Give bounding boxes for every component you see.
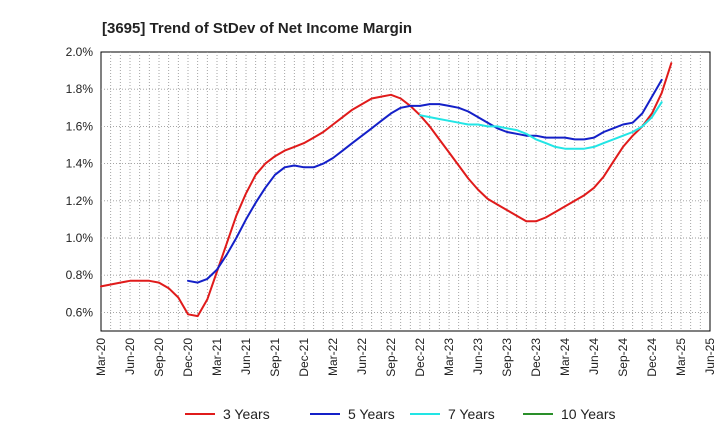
plot-area (100, 51, 711, 332)
series-line-5-years (187, 78, 663, 284)
x-tick-label: Jun-25 (703, 338, 717, 375)
x-tick-label: Dec-23 (529, 338, 543, 377)
x-tick-label: Mar-24 (558, 338, 572, 376)
legend-label: 10 Years (561, 406, 616, 422)
grid (101, 52, 710, 331)
x-tick-label: Mar-22 (326, 338, 340, 376)
x-tick-label: Dec-21 (297, 338, 311, 377)
y-tick-label: 0.6% (66, 305, 94, 319)
y-axis: 0.6% 0.8% 1.0% 1.2% 1.4% 1.6% 1.8% 2.0% (66, 45, 94, 319)
y-tick-label: 1.2% (66, 194, 94, 208)
legend-label: 3 Years (223, 406, 270, 422)
x-tick-label: Sep-24 (616, 338, 630, 377)
y-tick-label: 1.4% (66, 157, 94, 171)
legend: 3 Years 5 Years 7 Years 10 Years (185, 406, 616, 422)
x-axis: Mar-20 Jun-20 Sep-20 Dec-20 Mar-21 Jun-21 Sep-… (94, 338, 717, 377)
y-tick-label: 1.0% (66, 231, 94, 245)
x-tick-label: Mar-20 (94, 338, 108, 376)
x-tick-label: Sep-22 (384, 338, 398, 377)
series-group (100, 62, 673, 318)
x-tick-label: Mar-23 (442, 338, 456, 376)
plot-frame (100, 51, 711, 332)
x-tick-label: Mar-21 (210, 338, 224, 376)
legend-label: 7 Years (448, 406, 495, 422)
x-tick-label: Jun-22 (355, 338, 369, 375)
x-tick-label: Sep-21 (268, 338, 282, 377)
y-tick-label: 0.8% (66, 268, 94, 282)
x-tick-label: Jun-23 (471, 338, 485, 375)
x-tick-label: Jun-21 (239, 338, 253, 375)
x-tick-label: Sep-20 (152, 338, 166, 377)
chart-title: [3695] Trend of StDev of Net Income Marg… (102, 20, 412, 37)
y-tick-label: 2.0% (66, 45, 94, 59)
x-tick-label: Dec-20 (181, 338, 195, 377)
x-tick-label: Jun-20 (123, 338, 137, 375)
series-line-3-years (100, 62, 673, 318)
x-tick-label: Jun-24 (587, 338, 601, 375)
x-tick-label: Dec-24 (645, 338, 659, 377)
series-line-7-years (419, 101, 663, 150)
y-tick-label: 1.8% (66, 82, 94, 96)
x-tick-label: Dec-22 (413, 338, 427, 377)
legend-label: 5 Years (348, 406, 395, 422)
x-tick-label: Sep-23 (500, 338, 514, 377)
x-tick-label: Mar-25 (674, 338, 688, 376)
y-tick-label: 1.6% (66, 119, 94, 133)
